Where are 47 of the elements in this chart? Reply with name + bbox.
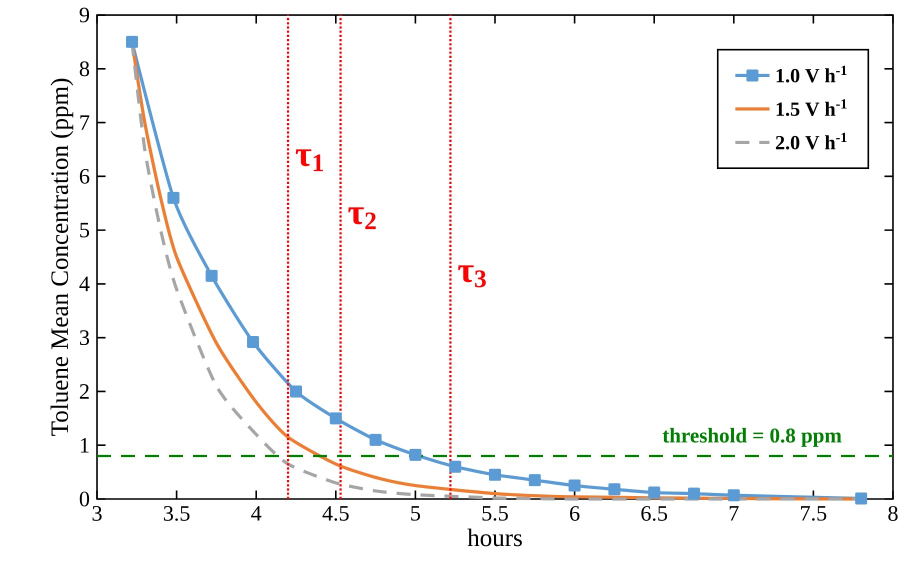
- x-tick-label: 3.5: [164, 506, 190, 521]
- x-tick-label: 4: [251, 506, 262, 521]
- point: [167, 192, 180, 204]
- point: [688, 488, 700, 500]
- y-tick-label: 1: [80, 438, 89, 452]
- x-tick-label: 7: [730, 506, 739, 520]
- point: [568, 480, 581, 492]
- x-tick-label: 5: [411, 506, 420, 521]
- x-tick-label: 4.5: [322, 506, 349, 521]
- legend-label: 1.5 V h$^{-1}$: [776, 99, 847, 116]
- point: [528, 474, 541, 486]
- y-tick-label: 0: [80, 492, 90, 506]
- point: [126, 36, 138, 48]
- legend-label: 2.0 V h$^{-1}$: [776, 132, 847, 150]
- point: [728, 489, 740, 502]
- y-axis-title: Toluene Mean Concentration (ppm): [50, 78, 74, 436]
- point: [449, 460, 462, 473]
- point: [608, 483, 620, 496]
- y-tick-label: 4: [79, 276, 90, 292]
- x-tick-label: 3: [92, 506, 102, 521]
- ref-line-label: τ$_{2}$: [348, 207, 376, 230]
- point: [206, 270, 218, 282]
- x-tick-label: 6.5: [641, 506, 668, 521]
- y-tick-label: 6: [80, 168, 90, 184]
- point: [290, 385, 302, 398]
- x-axis-title: hours: [467, 528, 522, 546]
- y-tick-label: 9: [80, 8, 90, 22]
- ref-line-label: τ$_{1}$: [296, 149, 323, 172]
- point: [488, 468, 501, 481]
- point: [409, 448, 422, 461]
- ref-line-label: τ$_{3}$: [458, 265, 486, 288]
- x-tick-label: 7.5: [801, 506, 826, 521]
- point: [370, 434, 382, 446]
- y-tick-label: 7: [80, 115, 90, 130]
- point: [330, 412, 342, 424]
- y-tick-label: 3: [80, 330, 90, 346]
- ref-line-label: threshold = 0.8 ppm: [662, 428, 842, 447]
- x-tick-label: 6: [570, 506, 580, 521]
- point: [855, 492, 868, 504]
- legend-label: 1.0 V h$^{-1}$: [776, 66, 847, 83]
- x-tick-label: 5.5: [482, 506, 508, 521]
- point: [247, 336, 260, 348]
- y-tick-label: 8: [80, 61, 90, 76]
- y-tick-label: 5: [80, 222, 90, 238]
- y-tick-label: 2: [80, 384, 89, 399]
- point: [648, 486, 660, 499]
- x-tick-label: 8: [888, 506, 898, 521]
